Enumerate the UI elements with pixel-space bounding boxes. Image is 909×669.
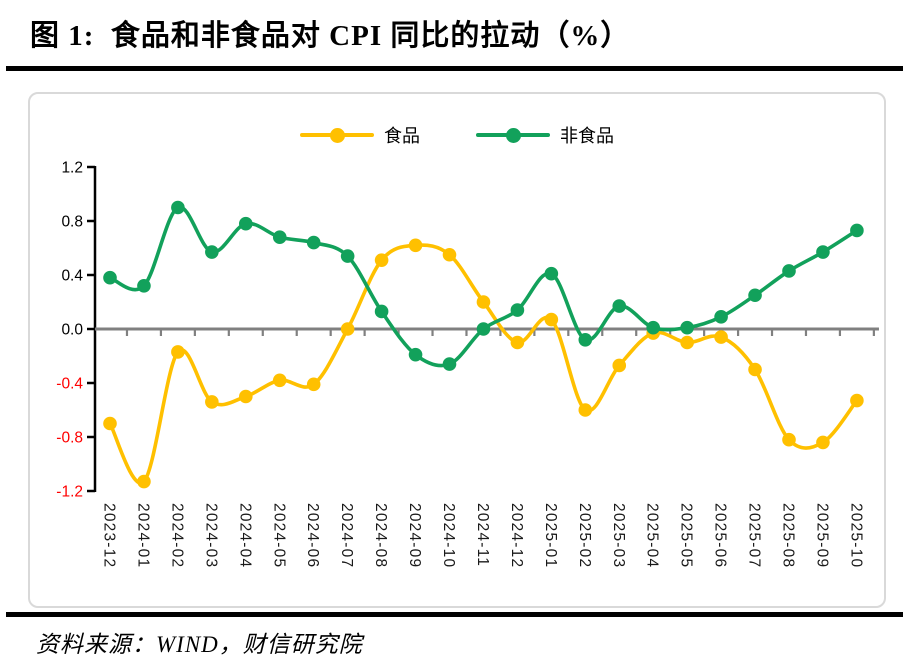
svg-text:0.8: 0.8 <box>61 214 83 231</box>
figure-title: 图 1: 食品和非食品对 CPI 同比的拉动（%） <box>30 20 631 52</box>
svg-text:2025-06: 2025-06 <box>712 503 729 568</box>
svg-text:0.0: 0.0 <box>61 322 83 339</box>
svg-text:-0.4: -0.4 <box>56 376 83 393</box>
svg-text:2025-01: 2025-01 <box>542 503 559 568</box>
svg-text:2024-04: 2024-04 <box>236 503 253 568</box>
svg-text:2025-03: 2025-03 <box>610 503 627 568</box>
legend-item-food: 食品 <box>300 122 420 148</box>
svg-text:2024-11: 2024-11 <box>474 503 491 567</box>
svg-text:-0.8: -0.8 <box>56 430 83 447</box>
chart-legend: 食品 非食品 <box>30 122 884 148</box>
line-chart: 1.2 0.8 0.4 0.0 -0.4 -0.8 -1.2 2023-12 2024-01 20… <box>56 160 879 568</box>
legend-label-nonfood: 非食品 <box>560 126 614 146</box>
svg-text:2025-08: 2025-08 <box>780 503 797 568</box>
svg-text:2024-08: 2024-08 <box>372 503 389 568</box>
svg-text:2025-07: 2025-07 <box>746 503 763 568</box>
svg-text:2024-03: 2024-03 <box>202 503 219 568</box>
svg-text:2025-02: 2025-02 <box>576 503 593 568</box>
svg-text:2024-12: 2024-12 <box>508 503 525 568</box>
svg-text:1.2: 1.2 <box>61 160 83 177</box>
svg-text:2023-12: 2023-12 <box>101 503 118 568</box>
svg-text:2025-05: 2025-05 <box>678 503 695 568</box>
svg-text:2024-06: 2024-06 <box>304 503 321 568</box>
svg-text:2024-01: 2024-01 <box>134 503 151 568</box>
nonfood-marker-icon <box>505 127 521 143</box>
svg-text:2025-09: 2025-09 <box>813 503 830 568</box>
food-line-swatch <box>300 127 374 143</box>
svg-text:2025-04: 2025-04 <box>644 503 661 568</box>
svg-text:2024-02: 2024-02 <box>168 503 185 568</box>
svg-text:2024-05: 2024-05 <box>270 503 287 568</box>
footer-divider <box>6 612 903 617</box>
cpi-chart-card: 食品 非食品 1.2 0.8 0.4 0.0 -0.4 -0.8 -1.2 2023-12 20… <box>28 92 886 608</box>
svg-text:0.4: 0.4 <box>61 268 83 285</box>
svg-text:2025-10: 2025-10 <box>847 503 864 568</box>
svg-text:2024-07: 2024-07 <box>338 503 355 568</box>
svg-text:2024-10: 2024-10 <box>440 503 457 568</box>
legend-item-nonfood: 非食品 <box>476 122 614 148</box>
source-note: 资料来源：WIND，财信研究院 <box>36 632 363 657</box>
legend-label-food: 食品 <box>384 126 420 146</box>
food-marker-icon <box>329 127 345 143</box>
svg-text:2024-09: 2024-09 <box>406 503 423 568</box>
title-divider <box>6 66 903 71</box>
svg-text:-1.2: -1.2 <box>56 484 83 501</box>
nonfood-line-swatch <box>476 127 550 143</box>
